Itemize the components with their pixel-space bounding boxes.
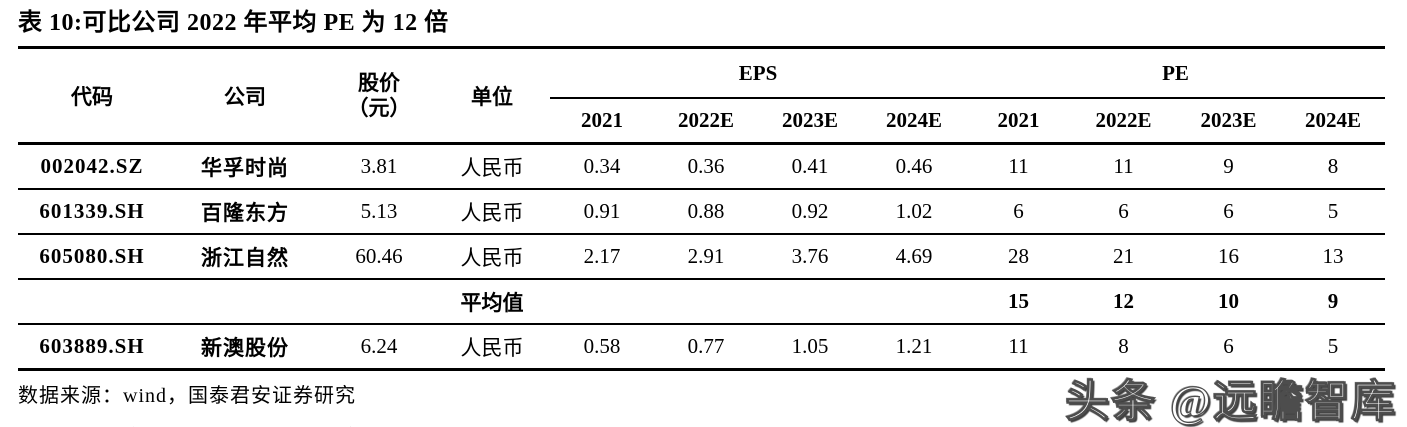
col-header-unit: 单位 bbox=[471, 84, 513, 109]
eps-year-2022e: 2022E bbox=[677, 108, 734, 132]
pe-2023e: 16 bbox=[1176, 234, 1282, 280]
stock-code: 605080.SH bbox=[18, 234, 166, 280]
stock-price: 3.81 bbox=[324, 143, 434, 190]
pe-year-2021: 2021 bbox=[997, 108, 1040, 132]
pe-2022e: 21 bbox=[1071, 234, 1177, 280]
eps-year-2024e: 2024E bbox=[886, 108, 943, 132]
price-label-line1: 股价 bbox=[358, 70, 400, 95]
currency-unit: 人民币 bbox=[434, 234, 550, 280]
pe-year-2023e: 2023E bbox=[1200, 108, 1257, 132]
company-name: 浙江自然 bbox=[166, 234, 324, 280]
stock-code: 002042.SZ bbox=[18, 143, 166, 190]
empty-cell bbox=[758, 279, 862, 325]
stock-price: 5.13 bbox=[324, 189, 434, 235]
pe-2023e: 6 bbox=[1176, 189, 1282, 235]
pe-2022e: 6 bbox=[1071, 189, 1177, 235]
empty-cell bbox=[324, 279, 434, 325]
eps-2024e: 0.46 bbox=[862, 143, 967, 190]
pe-year-2022e: 2022E bbox=[1095, 108, 1152, 132]
eps-2021: 0.34 bbox=[550, 143, 654, 190]
eps-year-2021: 2021 bbox=[581, 108, 623, 132]
empty-cell bbox=[18, 279, 166, 325]
eps-2022e: 0.88 bbox=[654, 189, 758, 235]
col-header-code: 代码 bbox=[71, 84, 113, 109]
currency-unit: 人民币 bbox=[434, 143, 550, 190]
pe-2023e: 9 bbox=[1176, 143, 1282, 190]
pe-2021: 6 bbox=[966, 189, 1072, 235]
company-name: 华孚时尚 bbox=[166, 143, 324, 190]
price-label-line2: （元） bbox=[347, 95, 411, 120]
empty-cell bbox=[166, 279, 324, 325]
company-name: 百隆东方 bbox=[166, 189, 324, 235]
stock-price: 60.46 bbox=[324, 234, 434, 280]
eps-2023e: 1.05 bbox=[791, 334, 829, 358]
avg-pe-2021: 15 bbox=[966, 279, 1072, 325]
pe-2024e: 5 bbox=[1281, 189, 1386, 235]
pe-year-2024e: 2024E bbox=[1305, 108, 1362, 132]
eps-2024e: 4.69 bbox=[862, 234, 967, 280]
table-row-xinao: 603889.SH 新澳股份 6.24 人民币 0.58 0.77 1.05 1… bbox=[18, 324, 1385, 370]
eps-2022e: 0.77 bbox=[687, 334, 725, 358]
avg-pe-2022e: 12 bbox=[1071, 279, 1177, 325]
eps-2023e: 0.41 bbox=[758, 143, 862, 190]
currency-unit: 人民币 bbox=[434, 189, 550, 235]
pe-2024e: 5 bbox=[1327, 334, 1339, 358]
eps-2021: 2.17 bbox=[550, 234, 654, 280]
avg-pe-2023e: 10 bbox=[1176, 279, 1282, 325]
year-header-row: 2021 2022E 2023E 2024E 2021 2022E 2023E … bbox=[18, 98, 1385, 144]
watermark-toutiao-yuanzhan: 头条 @远瞻智库 bbox=[1064, 376, 1397, 426]
empty-cell bbox=[654, 279, 758, 325]
table-title: 表 10:可比公司 2022 年平均 PE 为 12 倍 bbox=[18, 10, 449, 36]
average-row: 平均值 15 12 10 9 bbox=[18, 279, 1386, 325]
table-row-bailong: 601339.SH 百隆东方 5.13 人民币 0.91 0.88 0.92 1… bbox=[18, 189, 1386, 235]
eps-2023e: 3.76 bbox=[758, 234, 862, 280]
average-label: 平均值 bbox=[434, 279, 550, 325]
stock-code: 603889.SH bbox=[39, 334, 145, 358]
table-row-huafu: 002042.SZ 华孚时尚 3.81 人民币 0.34 0.36 0.41 0… bbox=[18, 143, 1386, 190]
currency-unit: 人民币 bbox=[460, 335, 524, 360]
group-header-eps: EPS bbox=[550, 47, 967, 99]
group-header-pe: PE bbox=[966, 47, 1386, 99]
pe-2023e: 6 bbox=[1223, 334, 1234, 358]
eps-2023e: 0.92 bbox=[758, 189, 862, 235]
stock-price: 6.24 bbox=[360, 334, 398, 358]
comparable-companies-table: 代码 公司 股价 （元） 单位 EPS PE 2021 2022E 2023E … bbox=[18, 46, 1386, 371]
stock-code: 601339.SH bbox=[18, 189, 166, 235]
pe-2024e: 8 bbox=[1281, 143, 1386, 190]
col-header-company: 公司 bbox=[224, 84, 266, 109]
col-header-price: 股价 （元） bbox=[324, 48, 434, 144]
table-row-zhejiang: 605080.SH 浙江自然 60.46 人民币 2.17 2.91 3.76 … bbox=[18, 234, 1386, 280]
eps-2022e: 2.91 bbox=[654, 234, 758, 280]
pe-2021: 11 bbox=[1008, 334, 1029, 358]
pe-2021: 11 bbox=[966, 143, 1072, 190]
group-header-row: 代码 公司 股价 （元） 单位 EPS PE bbox=[18, 47, 1386, 120]
table-header: 代码 公司 股价 （元） 单位 EPS PE 2021 2022E 2023E … bbox=[18, 47, 1386, 144]
empty-cell bbox=[862, 279, 967, 325]
eps-2022e: 0.36 bbox=[654, 143, 758, 190]
company-name: 新澳股份 bbox=[201, 335, 289, 360]
eps-2024e: 1.02 bbox=[862, 189, 967, 235]
empty-cell bbox=[550, 279, 654, 325]
pe-2021: 28 bbox=[966, 234, 1072, 280]
eps-2021: 0.58 bbox=[583, 334, 621, 358]
eps-2024e: 1.21 bbox=[895, 334, 933, 358]
table-body: 002042.SZ 华孚时尚 3.81 人民币 0.34 0.36 0.41 0… bbox=[18, 143, 1386, 370]
eps-year-2023e: 2023E bbox=[781, 108, 838, 132]
data-source-line: 数据来源：wind，国泰君安证券研究 bbox=[18, 385, 356, 407]
pe-2022e: 8 bbox=[1118, 334, 1129, 358]
eps-2021: 0.91 bbox=[550, 189, 654, 235]
pe-2022e: 11 bbox=[1071, 143, 1177, 190]
pe-2024e: 13 bbox=[1281, 234, 1386, 280]
avg-pe-2024e: 9 bbox=[1281, 279, 1386, 325]
